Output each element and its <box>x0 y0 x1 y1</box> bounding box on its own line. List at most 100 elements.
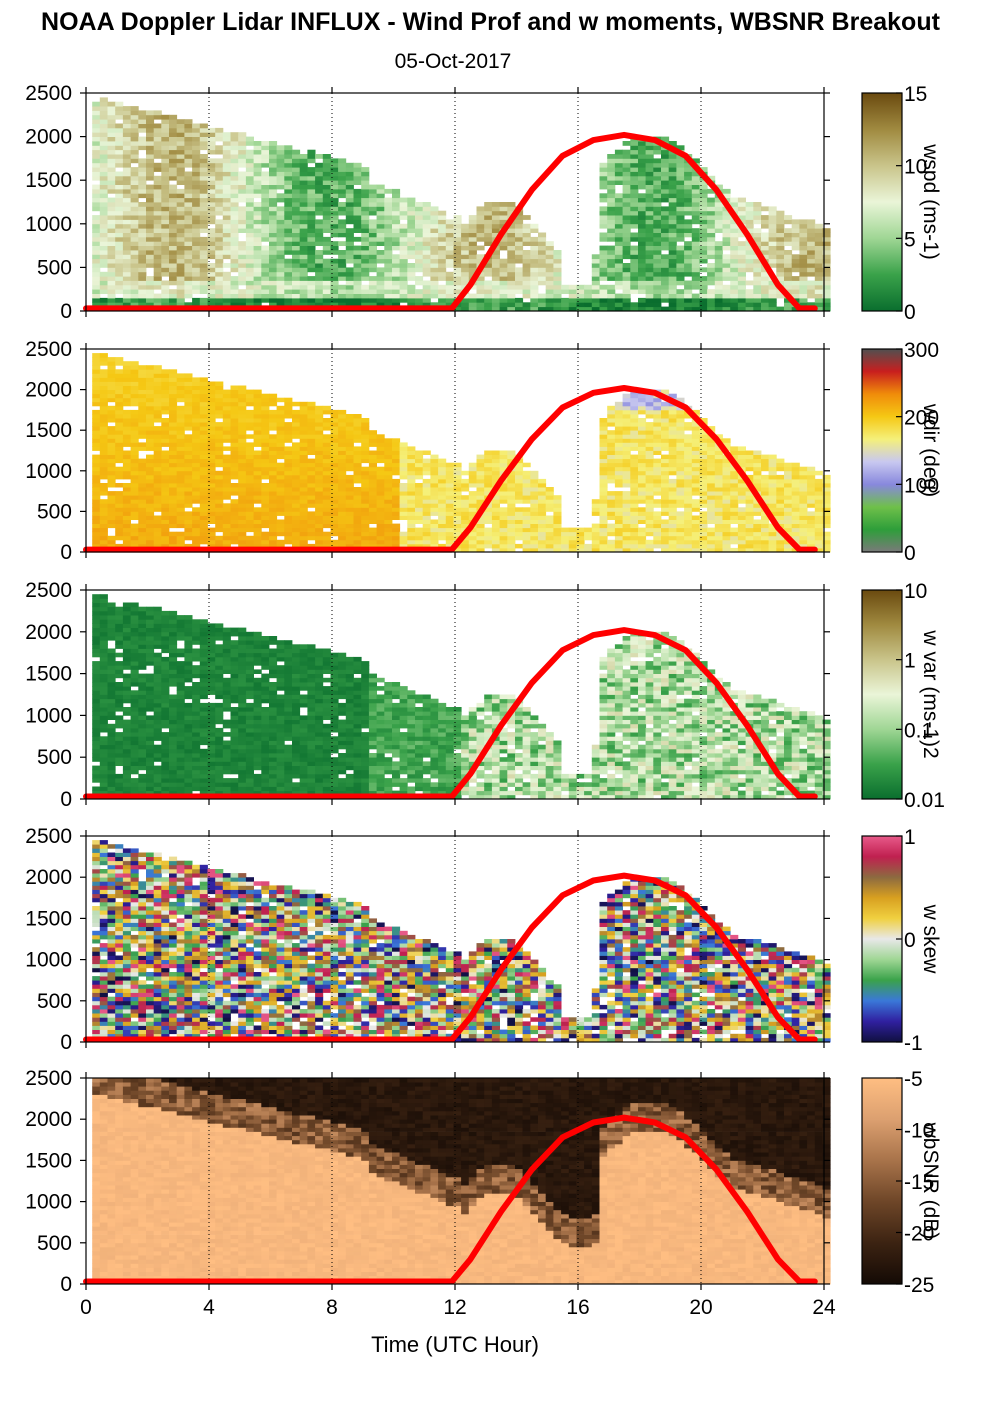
heatmap-cell <box>415 293 424 299</box>
heatmap-cell <box>338 426 347 431</box>
heatmap-cell <box>176 289 185 294</box>
heatmap-cell <box>284 507 293 512</box>
heatmap-cell <box>245 267 254 273</box>
heatmap-cell <box>146 438 155 443</box>
heatmap-cell <box>453 470 462 476</box>
heatmap-cell <box>599 454 608 460</box>
heatmap-cell <box>384 280 393 286</box>
heatmap-cell <box>491 503 500 508</box>
heatmap-cell <box>730 302 739 308</box>
heatmap-cell <box>207 458 216 464</box>
heatmap-cell <box>545 284 554 290</box>
heatmap-cell <box>653 258 662 264</box>
heatmap-cell <box>353 215 362 220</box>
heatmap-cell <box>422 487 431 492</box>
heatmap-cell <box>153 523 162 529</box>
heatmap-cell <box>169 381 178 386</box>
heatmap-cell <box>169 499 178 504</box>
heatmap-cell <box>161 215 170 220</box>
heatmap-cell <box>668 302 677 308</box>
heatmap-cell <box>261 254 270 260</box>
heatmap-cell <box>345 511 354 516</box>
heatmap-cell <box>292 434 301 439</box>
heatmap-cell <box>714 302 723 308</box>
heatmap-cell <box>430 215 439 220</box>
heatmap-cell <box>345 197 354 203</box>
heatmap-cell <box>668 210 677 216</box>
heatmap-cell <box>307 438 316 443</box>
heatmap-cell <box>353 197 362 203</box>
heatmap-cell <box>345 430 354 435</box>
heatmap-cell <box>238 193 247 199</box>
heatmap-cell <box>545 289 554 294</box>
heatmap-cell <box>499 499 508 504</box>
heatmap-cell <box>384 223 393 229</box>
heatmap-cell <box>653 184 662 190</box>
heatmap-cell <box>638 141 647 146</box>
heatmap-cell <box>507 289 516 294</box>
heatmap-cell <box>822 271 831 277</box>
heatmap-cell <box>607 438 616 443</box>
heatmap-cell <box>676 280 685 286</box>
heatmap-cell <box>399 276 408 281</box>
heatmap-cell <box>107 535 116 541</box>
heatmap-cell <box>699 280 708 286</box>
heatmap-cell <box>99 258 108 264</box>
heatmap-cell <box>199 474 208 480</box>
heatmap-cell <box>184 250 193 255</box>
heatmap-cell <box>184 543 193 549</box>
heatmap-cell <box>192 302 201 308</box>
heatmap-cell <box>338 499 347 504</box>
heatmap-cell <box>107 381 116 386</box>
heatmap-cell <box>153 271 162 277</box>
heatmap-cell <box>322 241 331 246</box>
heatmap-cell <box>345 193 354 199</box>
heatmap-cell <box>245 175 254 181</box>
heatmap-cell <box>207 263 216 268</box>
heatmap-cell <box>353 495 362 500</box>
heatmap-cell <box>638 175 647 181</box>
heatmap-cell <box>99 162 108 168</box>
heatmap-cell <box>491 523 500 529</box>
heatmap-cell <box>407 511 416 516</box>
heatmap-cell <box>515 297 524 303</box>
heatmap-cell <box>484 466 493 472</box>
heatmap-cell <box>461 306 470 312</box>
heatmap-cell <box>607 154 616 159</box>
heatmap-cell <box>161 426 170 431</box>
heatmap-cell <box>630 306 639 312</box>
heatmap-cell <box>192 127 201 133</box>
heatmap-cell <box>699 245 708 251</box>
heatmap-cell <box>322 245 331 251</box>
heatmap-cell <box>146 422 155 427</box>
heatmap-cell <box>376 515 385 520</box>
heatmap-cell <box>222 438 231 443</box>
heatmap-cell <box>361 175 370 181</box>
heatmap-cell <box>292 188 301 194</box>
heatmap-cell <box>599 293 608 299</box>
heatmap-cell <box>776 263 785 268</box>
heatmap-cell <box>107 365 116 370</box>
heatmap-cell <box>507 245 516 251</box>
heatmap-cell <box>307 474 316 480</box>
heatmap-cell <box>184 162 193 168</box>
heatmap-cell <box>376 543 385 549</box>
heatmap-cell <box>245 474 254 480</box>
heatmap-cell <box>645 236 654 242</box>
heatmap-cell <box>476 219 485 225</box>
heatmap-cell <box>261 450 270 455</box>
heatmap-cell <box>776 293 785 299</box>
heatmap-cell <box>299 280 308 286</box>
heatmap-cell <box>269 236 278 242</box>
y-tick-label: 2500 <box>25 82 72 105</box>
heatmap-cell <box>368 470 377 476</box>
heatmap-cell <box>253 527 262 533</box>
heatmap-cell <box>330 271 339 277</box>
heatmap-cell <box>307 543 316 549</box>
heatmap-cell <box>676 232 685 238</box>
heatmap-cell <box>207 276 216 281</box>
heatmap-cell <box>169 149 178 155</box>
heatmap-cell <box>276 180 285 185</box>
heatmap-cell <box>614 306 623 312</box>
heatmap-cell <box>138 236 147 242</box>
